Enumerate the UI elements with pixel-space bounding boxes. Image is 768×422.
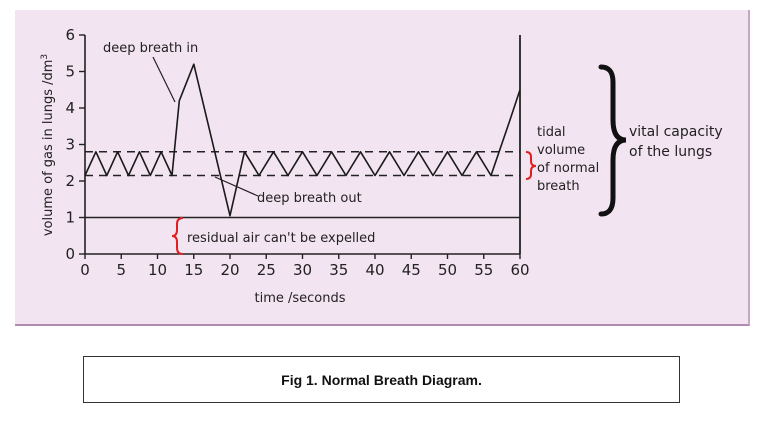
y-tick-label: 0 [65, 245, 75, 263]
breath-volume-line [84, 63, 521, 217]
pointer-deep-breath-out [214, 176, 259, 197]
x-tick-label: 45 [402, 261, 421, 279]
vital-capacity-brace [598, 64, 627, 217]
x-tick-label: 50 [438, 261, 457, 279]
y-tick-label: 2 [65, 172, 75, 190]
chart-figure: 0 1 2 3 4 5 6 0 5 10 15 20 25 30 35 40 45 50 55 60 volume o… [15, 10, 750, 326]
y-tick-label: 4 [65, 99, 75, 117]
annotation-vital-capacity: vital capacity of the lungs [629, 124, 727, 160]
y-tick-label: 3 [65, 136, 75, 154]
x-tick-label: 55 [474, 261, 493, 279]
x-tick-label: 40 [365, 261, 384, 279]
figure-caption: Fig 1. Normal Breath Diagram. [281, 371, 482, 388]
residual-brace [171, 217, 184, 255]
annotation-tidal: tidal volume of normal breath [537, 125, 603, 194]
x-tick-label: 20 [220, 261, 239, 279]
x-tick-label: 15 [184, 261, 203, 279]
annotation-deep-breath-in: deep breath in [103, 41, 198, 56]
y-tick-label: 5 [65, 63, 75, 81]
x-tick-label: 35 [329, 261, 348, 279]
x-tick-label: 25 [257, 261, 276, 279]
x-tick-label: 30 [293, 261, 312, 279]
annotation-residual: residual air can't be expelled [187, 231, 375, 246]
x-axis-label: time /seconds [254, 291, 345, 306]
x-tick-label: 0 [80, 261, 90, 279]
x-tick-label: 5 [116, 261, 126, 279]
x-tick-label: 10 [148, 261, 167, 279]
y-tick-label: 1 [65, 209, 75, 227]
y-axis-label: volume of gas in lungs /dm3 [40, 54, 56, 236]
caption-box: Fig 1. Normal Breath Diagram. [83, 356, 680, 403]
y-tick-label: 6 [65, 26, 75, 44]
pointer-deep-breath-in [152, 56, 176, 103]
annotation-deep-breath-out: deep breath out [257, 191, 362, 206]
tidal-brace [525, 151, 537, 180]
x-tick-label: 60 [510, 261, 529, 279]
